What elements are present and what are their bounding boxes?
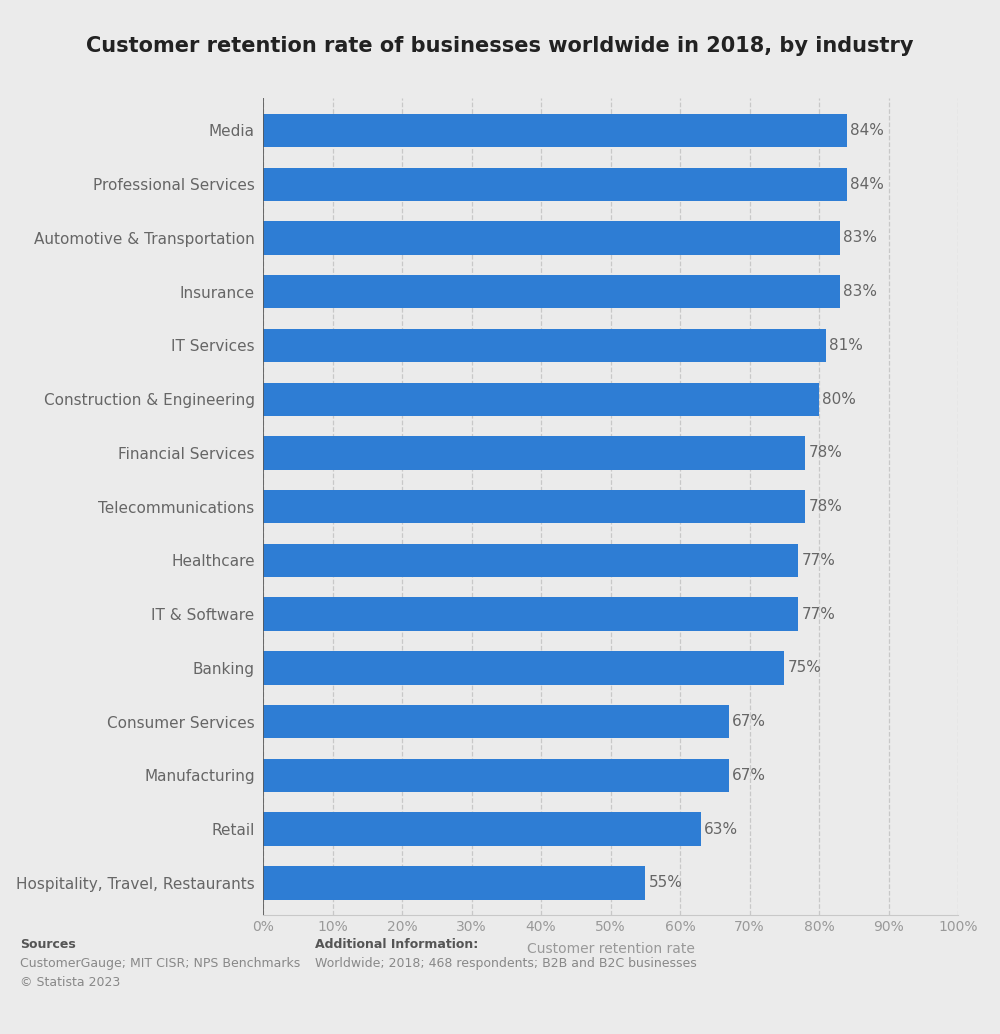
X-axis label: Customer retention rate: Customer retention rate (527, 942, 694, 956)
Bar (263, 705, 729, 738)
Bar (263, 759, 729, 792)
Bar (263, 544, 798, 577)
Text: 67%: 67% (732, 768, 766, 783)
Text: Customer retention rate of businesses worldwide in 2018, by industry: Customer retention rate of businesses wo… (86, 36, 914, 56)
Text: 81%: 81% (829, 338, 863, 353)
Text: 63%: 63% (704, 822, 738, 837)
Text: 80%: 80% (822, 392, 856, 406)
Text: 75%: 75% (788, 661, 822, 675)
Bar (263, 598, 798, 631)
Text: 83%: 83% (843, 231, 877, 245)
Text: 83%: 83% (843, 284, 877, 299)
Text: 55%: 55% (649, 876, 683, 890)
Bar (263, 490, 805, 523)
Text: 84%: 84% (850, 123, 884, 138)
Bar (263, 221, 840, 254)
Text: Sources: Sources (20, 938, 76, 951)
Text: Worldwide; 2018; 468 respondents; B2B and B2C businesses: Worldwide; 2018; 468 respondents; B2B an… (315, 957, 697, 971)
Bar (263, 436, 805, 469)
Text: 77%: 77% (802, 553, 836, 568)
Bar (263, 168, 847, 201)
Bar (263, 275, 840, 308)
Bar (263, 651, 784, 685)
Text: Additional Information:: Additional Information: (315, 938, 478, 951)
Text: 78%: 78% (809, 499, 842, 514)
Text: 67%: 67% (732, 714, 766, 729)
Text: 77%: 77% (802, 607, 836, 621)
Bar (263, 114, 847, 147)
Bar (263, 383, 819, 416)
Text: CustomerGauge; MIT CISR; NPS Benchmarks
© Statista 2023: CustomerGauge; MIT CISR; NPS Benchmarks … (20, 957, 300, 989)
Bar (263, 329, 826, 362)
Bar (263, 813, 701, 846)
Text: 78%: 78% (809, 446, 842, 460)
Text: 84%: 84% (850, 177, 884, 191)
Bar (263, 866, 645, 900)
